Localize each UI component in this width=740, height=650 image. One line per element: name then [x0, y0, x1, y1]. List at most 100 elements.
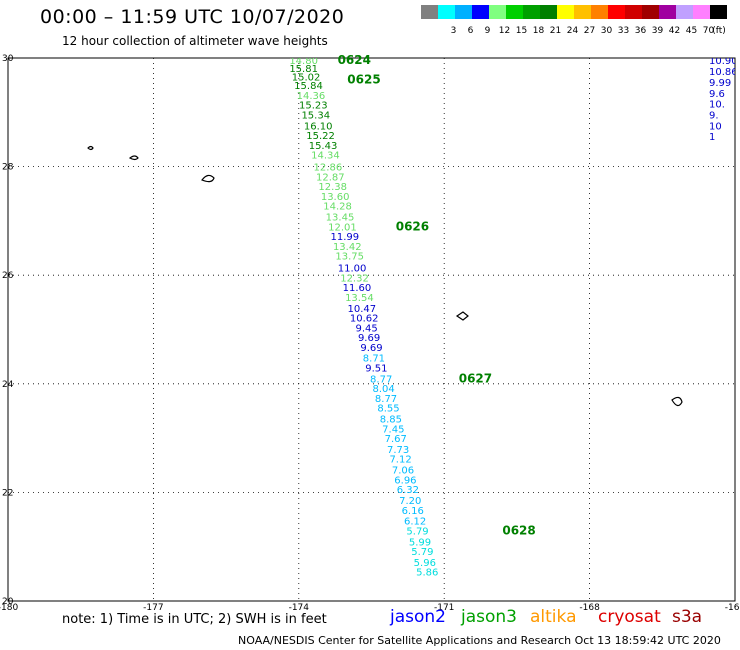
- credit-line: NOAA/NESDIS Center for Satellite Applica…: [238, 634, 721, 647]
- wave-height-value: 6.12: [404, 517, 426, 528]
- wave-height-value: 15.34: [301, 110, 330, 121]
- wave-height-value: 14.34: [311, 151, 340, 162]
- pass-time-label: 0627: [459, 371, 492, 385]
- wave-height-value: 6.16: [402, 506, 424, 517]
- wave-height-value: 10: [709, 121, 722, 132]
- wave-height-value: 9.99: [709, 78, 731, 89]
- wave-height-value: 10.47: [347, 304, 376, 315]
- wave-height-value: 10.62: [350, 314, 379, 325]
- wave-height-value: 13.75: [335, 252, 364, 263]
- satellite-jason2-label: jason2: [390, 607, 446, 627]
- pass-time-label: 0628: [502, 523, 535, 537]
- island-outline: [87, 145, 94, 151]
- wave-height-value: 15.43: [309, 141, 338, 152]
- wave-height-value: 12.38: [318, 182, 347, 193]
- wave-height-value: 8.77: [370, 374, 392, 385]
- latitude-tick-label: 24: [2, 380, 14, 390]
- legend-swatch: [506, 5, 523, 19]
- legend-tick-label: 70: [703, 26, 715, 36]
- wave-height-value: 5.79: [406, 526, 428, 537]
- chart-title: 00:00 – 11:59 UTC 10/07/2020: [40, 6, 345, 28]
- wave-height-value: 9.69: [358, 333, 380, 344]
- island-outline: [128, 155, 139, 161]
- legend-tick-label: 30: [601, 26, 613, 36]
- wave-height-value: 14.36: [297, 91, 326, 102]
- wave-height-value: 1: [709, 132, 715, 143]
- wave-height-value: 15.84: [294, 81, 323, 92]
- wave-height-value: 10.86: [709, 67, 738, 78]
- wave-height-value: 8.71: [363, 354, 385, 365]
- wave-height-value: 15.23: [299, 101, 328, 112]
- latitude-tick-label: 26: [2, 271, 14, 281]
- wave-height-value: 7.67: [385, 434, 407, 445]
- satellite-s3a-label: s3a: [672, 607, 703, 627]
- legend-swatch: [574, 5, 591, 19]
- wave-height-value: 14.80: [289, 56, 318, 67]
- wave-height-value: 5.79: [411, 547, 433, 558]
- wave-height-value: 7.06: [392, 466, 414, 477]
- legend-swatch: [625, 5, 642, 19]
- legend-tick-label: 12: [499, 26, 510, 36]
- wave-height-value: 11.00: [338, 264, 367, 275]
- legend-tick-label: 15: [516, 26, 527, 36]
- wave-height-value: 9.45: [356, 323, 378, 334]
- map-frame: [7, 57, 736, 602]
- latitude-tick-label: 20: [2, 597, 14, 607]
- legend-swatch: [659, 5, 676, 19]
- legend-tick-label: 9: [485, 26, 491, 36]
- legend-swatch: [710, 5, 727, 19]
- legend-swatch: [642, 5, 659, 19]
- legend-swatch: [608, 5, 625, 19]
- longitude-tick-label: -165: [725, 603, 740, 610]
- legend-unit: (ft): [712, 26, 726, 36]
- wave-height-value: 9.: [709, 110, 719, 121]
- wave-height-value: 12.87: [316, 172, 345, 183]
- satellite-cryosat-label: cryosat: [598, 607, 661, 627]
- latitude-tick-label: 30: [2, 54, 14, 64]
- wave-height-value: 8.55: [377, 404, 399, 415]
- wave-height-value: 7.20: [399, 496, 421, 507]
- footer-note: note: 1) Time is in UTC; 2) SWH is in fe…: [62, 612, 327, 627]
- island-outline: [455, 311, 469, 321]
- legend-swatch: [421, 5, 438, 19]
- wave-height-value: 13.42: [333, 242, 362, 253]
- legend-tick-label: 18: [533, 26, 545, 36]
- wave-height-value: 9.6: [709, 89, 725, 100]
- longitude-tick-label: -174: [289, 603, 310, 610]
- island-outline: [201, 174, 215, 183]
- wave-height-value: 15.81: [289, 64, 318, 75]
- chart-subtitle: 12 hour collection of altimeter wave hei…: [62, 34, 328, 48]
- legend-swatch: [676, 5, 693, 19]
- wave-height-value: 16.10: [304, 121, 333, 132]
- legend-swatch: [540, 5, 557, 19]
- legend-tick-label: 36: [635, 26, 647, 36]
- legend-tick-label: 45: [686, 26, 697, 36]
- longitude-tick-label: -177: [143, 603, 163, 610]
- legend-tick-label: 24: [567, 26, 579, 36]
- wave-height-value: 10.: [709, 100, 725, 111]
- legend-swatch: [455, 5, 472, 19]
- legend-tick-label: 3: [451, 26, 457, 36]
- wave-height-map: -180 -177 -174 -171 -168 -165 30 28 26 24 22 20 14.8…: [0, 53, 740, 610]
- wave-height-value: 8.77: [375, 394, 397, 405]
- wave-height-value: 8.85: [380, 415, 402, 426]
- wave-height-value: 13.54: [345, 293, 374, 304]
- wave-height-value: 6.96: [394, 475, 416, 486]
- wave-height-value: 12.32: [340, 273, 369, 284]
- legend-tick-label: 27: [584, 26, 595, 36]
- legend-tick-label: 6: [468, 26, 474, 36]
- wave-height-value: 14.28: [323, 202, 352, 213]
- pass-time-label: 0626: [396, 219, 429, 233]
- pass-time-label: 0624: [338, 53, 371, 67]
- legend-swatch: [489, 5, 506, 19]
- wave-height-value: 12.86: [314, 163, 343, 174]
- longitude-tick-label: -168: [579, 603, 600, 610]
- color-legend: 3 6 9 12 15 18 21 24 27 30 33 36 39 42 45 70(ft): [421, 5, 727, 36]
- wave-height-value: 5.96: [414, 558, 436, 569]
- wave-height-value: 5.86: [416, 568, 438, 579]
- legend-swatch: [557, 5, 574, 19]
- wave-height-value: 15.22: [306, 131, 335, 142]
- wave-height-value: 13.60: [321, 192, 350, 203]
- legend-swatch: [693, 5, 710, 19]
- wave-height-value: 6.32: [397, 485, 419, 496]
